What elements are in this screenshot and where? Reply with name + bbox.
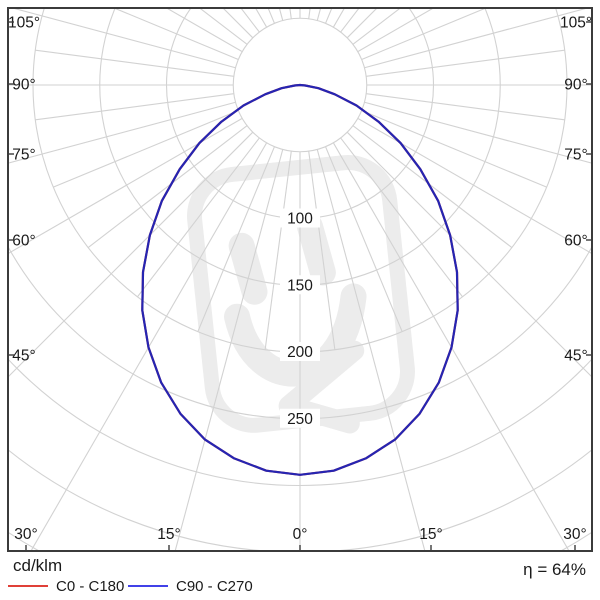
watermark-pin-left: [228, 232, 268, 305]
ring-label-mask: [280, 408, 320, 428]
plot-border: [7, 7, 593, 552]
grid-spoke-major: [316, 149, 426, 551]
grid-spoke-minor: [366, 93, 565, 121]
grid-spoke-major: [364, 8, 590, 69]
grid-spoke-minor: [340, 137, 463, 298]
angle-label-right: 105°: [560, 15, 592, 32]
angle-label-bottom: 30°: [14, 526, 37, 543]
ring-label-mask: [280, 275, 320, 295]
angle-label-bottom: 30°: [563, 526, 586, 543]
grid-spoke-minor: [197, 146, 275, 332]
angle-label-left: 45°: [12, 348, 35, 365]
grid-spoke-major: [357, 117, 592, 255]
ring-label-mask: [280, 208, 320, 228]
grid-spoke-major: [332, 142, 570, 551]
legend-swatch-c90-blue-line: [128, 585, 168, 587]
polar-plot: 100 150 200 250 105° 105° 90° 90° 75° 75° 60° 60° 45…: [7, 7, 593, 552]
grid-spoke-minor: [308, 151, 336, 350]
grid-spoke-major: [346, 131, 592, 378]
angle-label-bottom: 15°: [157, 526, 180, 543]
grid-spoke-minor: [112, 8, 239, 60]
grid-spoke-minor: [325, 146, 403, 332]
grid-spoke-minor: [361, 8, 488, 60]
angle-label-bottom: 0°: [293, 526, 308, 543]
grid-spoke-major: [8, 117, 243, 255]
ring-value-label: 200: [287, 344, 313, 361]
grid-spoke-minor: [198, 8, 248, 45]
legend-label-c90: C90 - C270: [176, 577, 253, 595]
grid-spoke-minor: [264, 151, 292, 350]
grid-spoke-minor: [137, 137, 260, 298]
grid-spoke-major: [30, 142, 268, 551]
grid-spoke-major: [8, 131, 254, 378]
grid-spoke-major: [10, 8, 236, 69]
grid-spoke-minor: [53, 110, 239, 188]
legend-unit-label: cd/klm: [13, 556, 63, 575]
efficiency-value: η = 64%: [523, 560, 586, 579]
legend-swatch-c0-red-line: [8, 585, 48, 587]
grid-spoke-minor: [35, 49, 234, 77]
grid-spoke-major: [8, 101, 236, 164]
grid-spoke-major: [174, 149, 284, 551]
ring-value-label: 150: [287, 277, 313, 294]
grid-spoke-minor: [352, 8, 402, 45]
watermark-smile-arc: [224, 283, 367, 387]
grid-spoke-minor: [352, 125, 513, 248]
grid-spoke-minor: [361, 110, 547, 188]
angle-label-right: 90°: [564, 77, 587, 94]
curve-c90-c270: [141, 83, 459, 476]
grid-spoke-major: [364, 101, 592, 164]
ring-value-label: 100: [287, 211, 313, 228]
angle-label-bottom: 15°: [419, 526, 442, 543]
ring-label-mask: [280, 342, 320, 361]
ring-value-label: 250: [287, 411, 313, 428]
legend-label-c0: C0 - C180: [56, 577, 125, 595]
angle-label-left: 105°: [8, 15, 40, 32]
angle-label-left: 75°: [12, 147, 35, 164]
grid-spoke-minor: [366, 49, 565, 77]
angle-label-right: 45°: [564, 348, 587, 365]
angle-label-right: 60°: [564, 233, 587, 250]
angle-label-left: 60°: [12, 233, 35, 250]
grid-spoke-minor: [35, 93, 234, 121]
angle-label-left: 90°: [12, 77, 35, 94]
legend-item-c0: C0 - C180: [8, 577, 124, 595]
angle-label-right: 75°: [564, 147, 587, 164]
legend-item-c90: C90 - C270: [128, 577, 253, 595]
watermark-pin-right: [297, 213, 336, 286]
grid-spoke-minor: [87, 125, 248, 248]
